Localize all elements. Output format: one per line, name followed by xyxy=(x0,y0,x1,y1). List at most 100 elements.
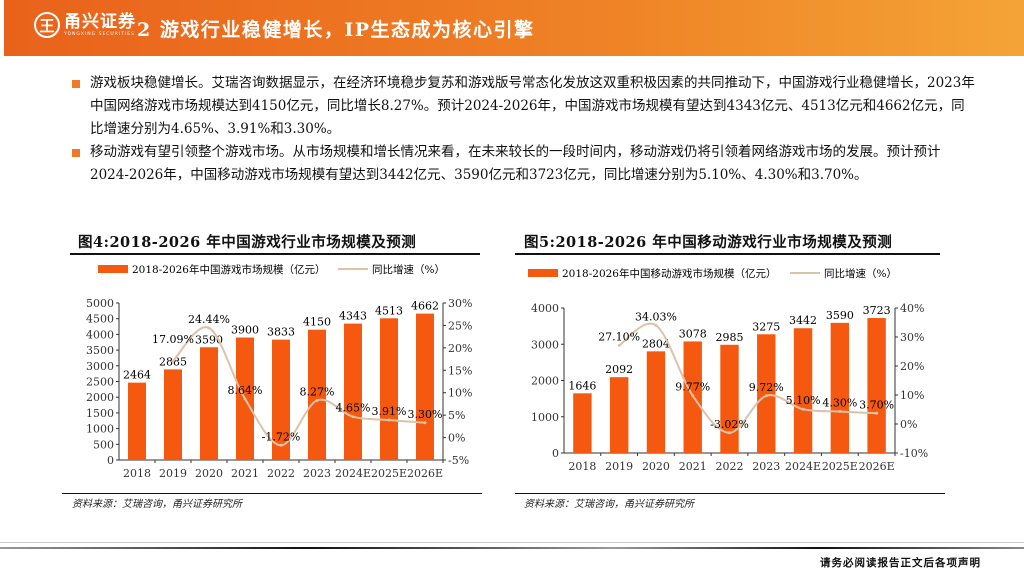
right-tick-label: 10% xyxy=(900,389,924,402)
bar-value-label: 2985 xyxy=(716,331,744,344)
right-tick-label: 40% xyxy=(900,302,924,315)
x-tick-label: 2018 xyxy=(568,460,596,473)
bar xyxy=(867,318,886,453)
x-tick-label: 2026E xyxy=(407,467,443,480)
bar xyxy=(720,344,739,453)
bar xyxy=(757,334,776,453)
bar-value-label: 3723 xyxy=(863,304,891,317)
growth-value-label: 9.77% xyxy=(675,381,710,394)
growth-value-label: 5.10% xyxy=(786,394,821,407)
right-tick-label: 30% xyxy=(900,331,924,344)
bar-value-label: 3900 xyxy=(231,324,259,337)
growth-value-label: 34.03% xyxy=(635,310,677,323)
growth-point xyxy=(617,343,621,347)
bullet-square-icon xyxy=(72,149,80,157)
legend-line-label: 同比增速（%） xyxy=(824,267,897,280)
growth-point xyxy=(691,394,695,398)
left-tick-label: 2000 xyxy=(86,391,114,404)
chart2-title: 图5:2018-2026 年中国移动游戏行业市场规模及预测 xyxy=(524,234,893,251)
bar xyxy=(128,382,146,460)
bar xyxy=(308,329,326,460)
bar-value-label: 4513 xyxy=(375,304,403,317)
growth-point xyxy=(764,394,768,398)
growth-value-label: 3.70% xyxy=(859,398,894,411)
growth-value-label: 9.72% xyxy=(749,381,784,394)
logo-name: 甬兴证券 xyxy=(64,12,136,32)
bar-value-label: 1646 xyxy=(568,379,596,392)
left-tick-label: 0 xyxy=(552,447,559,460)
footer-rule-light xyxy=(0,542,1024,543)
growth-value-label: -3.02% xyxy=(710,418,749,431)
chart1-source: 资料来源：艾瑞咨询，甬兴证券研究所 xyxy=(72,499,242,510)
left-tick-label: 0 xyxy=(107,454,114,467)
bar xyxy=(200,347,218,460)
growth-point xyxy=(207,326,211,330)
chart2-source: 资料来源：艾瑞咨询，甬兴证券研究所 xyxy=(524,499,694,510)
growth-line xyxy=(172,326,426,447)
logo-mark: 王 xyxy=(34,12,60,38)
right-tick-label: 20% xyxy=(448,342,472,355)
bar-value-label: 4343 xyxy=(339,310,367,323)
growth-value-label: 4.65% xyxy=(336,402,371,415)
x-tick-label: 2025E xyxy=(822,460,858,473)
x-tick-label: 2021 xyxy=(231,467,259,480)
growth-point xyxy=(279,443,283,447)
bar-value-label: 2804 xyxy=(642,337,670,350)
disclaimer-note: 请务必阅读报告正文后各项声明 xyxy=(820,557,981,569)
company-logo: 王 甬兴证券 YONGXING SECURITIES xyxy=(34,12,136,38)
bar-value-label: 4662 xyxy=(411,300,439,313)
chart1-source-rule xyxy=(62,493,482,494)
right-tick-label: 5% xyxy=(448,409,465,422)
right-tick-label: 0% xyxy=(900,418,917,431)
legend-bar-swatch xyxy=(528,269,558,277)
left-tick-label: 2500 xyxy=(86,376,114,389)
bar xyxy=(272,339,290,460)
left-tick-label: 3000 xyxy=(86,360,114,373)
bullet-item: 移动游戏有望引领整个游戏市场。从市场规模和增长情况来看，在未来较长的一段时间内，… xyxy=(72,141,977,187)
x-tick-label: 2022 xyxy=(716,460,744,473)
bar-value-label: 2464 xyxy=(123,369,151,382)
growth-value-label: 3.91% xyxy=(372,405,407,418)
bar xyxy=(573,393,592,453)
right-tick-label: 30% xyxy=(448,297,472,310)
left-tick-label: 1000 xyxy=(86,423,114,436)
growth-point xyxy=(838,410,842,414)
bullet-square-icon xyxy=(72,80,80,88)
left-tick-label: 4000 xyxy=(531,302,559,315)
chart2-title-rule xyxy=(515,253,940,255)
growth-point xyxy=(351,415,355,419)
growth-point xyxy=(387,418,391,422)
bar xyxy=(830,322,850,453)
bar xyxy=(609,377,629,453)
growth-point xyxy=(654,323,658,327)
x-tick-label: 2026E xyxy=(859,460,895,473)
legend-bar-label: 2018-2026年中国移动游戏市场规模（亿元） xyxy=(562,267,777,280)
right-tick-label: 20% xyxy=(900,360,924,373)
bar xyxy=(646,351,666,453)
x-tick-label: 2019 xyxy=(159,467,187,480)
growth-value-label: 8.27% xyxy=(300,385,335,398)
x-tick-label: 2022 xyxy=(267,467,295,480)
bar xyxy=(344,323,362,460)
left-tick-label: 4000 xyxy=(86,328,114,341)
logo-english: YONGXING SECURITIES xyxy=(64,32,135,37)
growth-value-label: 4.30% xyxy=(822,397,857,410)
chart2: 2018-2026年中国移动游戏市场规模（亿元） 同比增速（%） 0 1000 2000… xyxy=(528,267,928,473)
growth-point xyxy=(728,431,731,435)
right-tick-label: 0% xyxy=(448,432,465,445)
x-tick-label: 2024E xyxy=(335,467,371,480)
growth-value-label: 8.64% xyxy=(228,384,263,397)
x-tick-label: 2023 xyxy=(303,467,331,480)
bar xyxy=(793,328,813,453)
left-tick-label: 2000 xyxy=(531,375,559,388)
footer-rule xyxy=(0,547,1024,549)
growth-point xyxy=(315,398,319,402)
bullet-list: 游戏板块稳健增长。艾瑞咨询数据显示，在经济环境稳步复苏和游戏版号常态化发放这双重… xyxy=(72,72,977,187)
left-tick-label: 5000 xyxy=(86,297,114,310)
growth-value-label: 27.10% xyxy=(598,330,640,343)
growth-value-label: 17.09% xyxy=(152,333,194,346)
growth-point xyxy=(423,421,427,425)
bullet-text: 移动游戏有望引领整个游戏市场。从市场规模和增长情况来看，在未来较长的一段时间内，… xyxy=(90,144,941,183)
right-tick-label: 15% xyxy=(448,364,472,377)
growth-value-label: 3.30% xyxy=(408,408,443,421)
